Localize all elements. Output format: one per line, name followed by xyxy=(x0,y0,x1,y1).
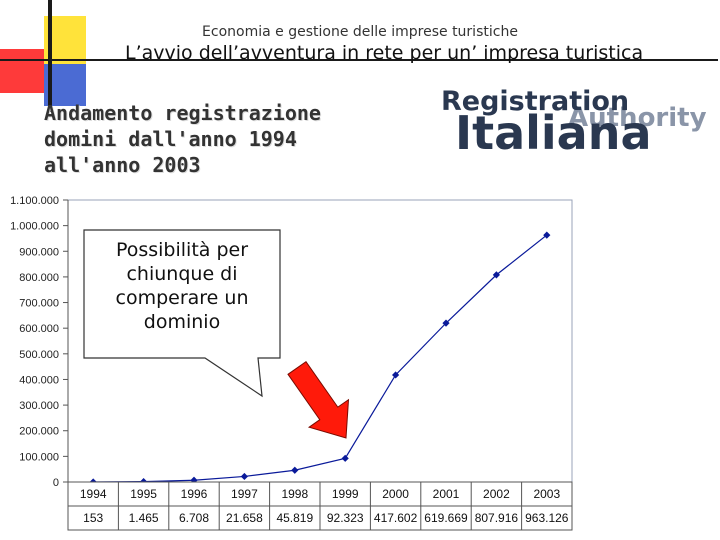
data-value-label: 963.126 xyxy=(525,511,569,525)
x-tick-label: 2000 xyxy=(382,487,409,501)
data-value-label: 45.819 xyxy=(276,511,313,525)
logo-text-authority: Authority xyxy=(568,103,707,133)
y-tick-label: 600.000 xyxy=(19,323,59,335)
data-point-marker xyxy=(543,231,551,239)
data-value-label: 619.669 xyxy=(424,511,468,525)
data-point-marker xyxy=(442,319,450,327)
x-tick-label: 1995 xyxy=(130,487,157,501)
data-point-marker xyxy=(341,454,349,462)
x-tick-label: 2003 xyxy=(533,487,560,501)
data-point-marker xyxy=(190,476,198,484)
callout-text: Possibilità per chiunque di comperare un do… xyxy=(116,239,249,333)
y-tick-label: 1.100.000 xyxy=(10,195,59,207)
decor-vertical-line xyxy=(48,0,52,112)
y-tick-label: 1.000.000 xyxy=(10,221,59,233)
x-tick-label: 1994 xyxy=(80,487,107,501)
slide-title: L’avvio dell’avventura in rete per un’ i… xyxy=(125,42,644,64)
y-tick-label: 500.000 xyxy=(19,349,59,361)
series-line xyxy=(93,234,548,483)
y-tick-label: 200.000 xyxy=(19,426,59,438)
logo-text-registration: Registration xyxy=(441,86,630,117)
decor-horizontal-line xyxy=(0,59,718,61)
x-tick-label: 1996 xyxy=(181,487,208,501)
x-tick-label: 1997 xyxy=(231,487,258,501)
y-tick-label: 800.000 xyxy=(19,272,59,284)
decor-red-square xyxy=(0,49,44,93)
x-tick-label: 2002 xyxy=(483,487,510,501)
line-chart: 0 100.000 200.000 300.000 400.000 500.000 600.… xyxy=(10,195,573,531)
chart-heading: Andamento registrazione domini dall'anno… xyxy=(44,101,321,177)
y-tick-label: 900.000 xyxy=(19,246,59,258)
red-arrow xyxy=(287,361,350,439)
x-tick-label: 2001 xyxy=(433,487,460,501)
callout-bubble xyxy=(83,229,281,398)
data-value-label: 1.465 xyxy=(129,511,159,525)
y-tick-label: 100.000 xyxy=(19,451,59,463)
data-point-marker xyxy=(240,472,248,481)
data-value-label: 92.323 xyxy=(327,511,364,525)
x-tick-label: 1998 xyxy=(281,487,308,501)
data-point-marker xyxy=(492,271,500,279)
data-point-marker xyxy=(291,466,299,474)
data-value-label: 21.658 xyxy=(226,511,263,525)
registration-authority-logo: Authority Registration Italiana xyxy=(438,86,708,166)
y-tick-label: 700.000 xyxy=(19,298,59,310)
data-value-label: 807.916 xyxy=(475,511,519,525)
x-tick-label: 1999 xyxy=(332,487,359,501)
data-value-label: 6.708 xyxy=(179,511,209,525)
data-value-label: 153 xyxy=(83,511,103,525)
chart-container: 0 100.000 200.000 300.000 400.000 500.000 600.… xyxy=(0,186,720,540)
y-tick-label: 400.000 xyxy=(19,374,59,386)
logo-text-italiana: Italiana xyxy=(455,106,652,160)
data-value-label: 417.602 xyxy=(374,511,418,525)
header-subtitle: Economia e gestione delle imprese turist… xyxy=(202,24,518,40)
y-tick-label: 300.000 xyxy=(19,400,59,412)
y-tick-label: 0 xyxy=(53,477,59,489)
